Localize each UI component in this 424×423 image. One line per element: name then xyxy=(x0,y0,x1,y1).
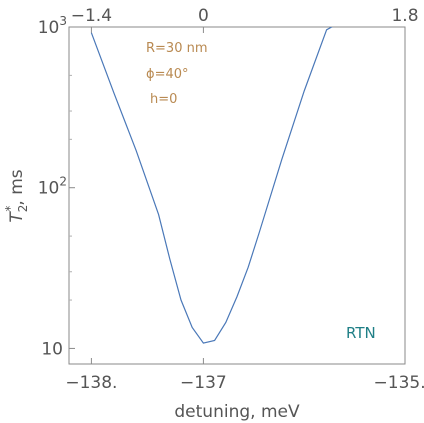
series-layer xyxy=(90,27,333,344)
x-axis-label: detuning, meV xyxy=(174,402,300,422)
top-tick-label: −1.4 xyxy=(71,6,112,26)
bottom-tick-label: −135.2 xyxy=(374,373,424,393)
left-tick-label: 103 xyxy=(38,14,67,38)
ticks-layer xyxy=(69,26,406,364)
left-tick-label: 10 xyxy=(41,339,63,359)
bottom-tick-label: −137 xyxy=(180,373,227,393)
annotation-radius: R=30 nm xyxy=(146,41,208,56)
svg-text:T2*, ms: T2*, ms xyxy=(3,169,30,222)
annotation-h: h=0 xyxy=(150,92,177,107)
y-label-sub: 2 xyxy=(16,205,30,213)
plot-frame xyxy=(68,26,406,365)
left-tick-label: 102 xyxy=(38,175,67,199)
tick-labels-layer: −138. −137 −135.2 −1.4 0 1.8 10 102 103 xyxy=(38,6,424,393)
y-label-rest: , ms xyxy=(7,169,27,205)
top-tick-label: 0 xyxy=(198,6,209,26)
y-label-sup: * xyxy=(3,206,17,212)
series-line xyxy=(90,27,333,344)
y-axis-label: T2*, ms xyxy=(3,169,30,222)
bottom-tick-label: −138. xyxy=(65,373,117,393)
rtn-label: RTN xyxy=(346,324,376,342)
plot-clip-group xyxy=(90,27,333,344)
top-tick-label: 1.8 xyxy=(391,6,418,26)
y-label-base: T xyxy=(7,211,27,223)
annotation-angle: ϕ=40° xyxy=(146,67,189,82)
